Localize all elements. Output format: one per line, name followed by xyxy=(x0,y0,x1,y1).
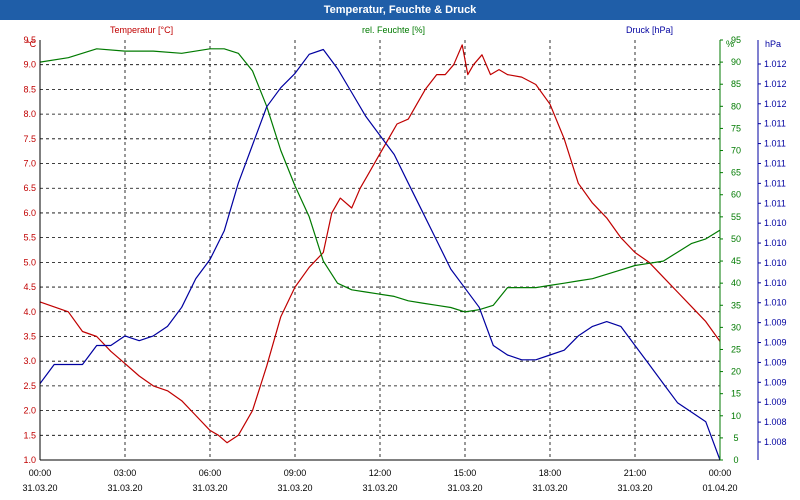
x-tick-date: 31.03.20 xyxy=(362,483,397,493)
temp-tick-label: 8.0 xyxy=(23,109,36,119)
x-tick-time: 15:00 xyxy=(454,468,477,478)
pres-tick-label: 1.010 xyxy=(764,218,787,228)
temp-tick-label: 6.0 xyxy=(23,208,36,218)
x-tick-time: 09:00 xyxy=(284,468,307,478)
legend-pressure: Druck [hPa] xyxy=(626,25,673,35)
legend-humidity: rel. Feuchte [%] xyxy=(362,25,425,35)
x-tick-time: 06:00 xyxy=(199,468,222,478)
pres-tick-label: 1.009 xyxy=(764,318,787,328)
temp-tick-label: 1.5 xyxy=(23,430,36,440)
hum-tick-label: 60 xyxy=(731,190,741,200)
temp-tick-label: 3.5 xyxy=(23,331,36,341)
pres-tick-label: 1.008 xyxy=(764,417,787,427)
pres-tick-label: 1.011 xyxy=(764,198,786,208)
pres-tick-label: 1.009 xyxy=(764,338,787,348)
x-tick-date: 31.03.20 xyxy=(192,483,227,493)
hum-tick-label: 15 xyxy=(731,389,741,399)
hum-tick-label: 25 xyxy=(731,344,741,354)
hum-tick-label: 70 xyxy=(731,146,741,156)
pres-tick-label: 1.008 xyxy=(764,437,787,447)
hum-tick-label: 45 xyxy=(731,256,741,266)
x-tick-time: 21:00 xyxy=(624,468,647,478)
x-tick-date: 31.03.20 xyxy=(107,483,142,493)
temp-tick-label: 1.0 xyxy=(23,455,36,465)
temp-tick-label: 7.0 xyxy=(23,159,36,169)
temp-tick-label: 4.0 xyxy=(23,307,36,317)
temp-tick-label: 2.0 xyxy=(23,406,36,416)
temp-tick-label: 3.0 xyxy=(23,356,36,366)
hum-tick-label: 30 xyxy=(731,322,741,332)
x-tick-date: 31.03.20 xyxy=(617,483,652,493)
temp-tick-label: 6.5 xyxy=(23,183,36,193)
hum-tick-label: 95 xyxy=(731,35,741,45)
axis-labels: 00:00 31.03.20 03:00 31.03.20 06:00 31.03.20 0… xyxy=(22,35,786,493)
hum-tick-label: 10 xyxy=(731,411,741,421)
hum-axis-unit: % xyxy=(726,39,734,49)
temp-tick-label: 5.5 xyxy=(23,233,36,243)
x-tick-time: 00:00 xyxy=(29,468,52,478)
pres-tick-label: 1.012 xyxy=(764,59,787,69)
hum-tick-label: 50 xyxy=(731,234,741,244)
hum-tick-label: 65 xyxy=(731,168,741,178)
hum-tick-label: 35 xyxy=(731,300,741,310)
temp-tick-label: 9.5 xyxy=(23,35,36,45)
chart-title: Temperatur, Feuchte & Druck xyxy=(0,0,800,20)
x-tick-time: 18:00 xyxy=(539,468,562,478)
humidity-line xyxy=(39,48,721,313)
temp-tick-label: 8.5 xyxy=(23,84,36,94)
hum-tick-label: 90 xyxy=(731,57,741,67)
x-tick-time: 12:00 xyxy=(369,468,392,478)
hum-tick-label: 55 xyxy=(731,212,741,222)
pres-tick-label: 1.010 xyxy=(764,238,787,248)
temp-tick-label: 7.5 xyxy=(23,134,36,144)
x-tick-date: 01.04.20 xyxy=(702,483,737,493)
pres-tick-label: 1.011 xyxy=(764,158,786,168)
hum-tick-label: 40 xyxy=(731,278,741,288)
hum-tick-label: 80 xyxy=(731,101,741,111)
x-tick-date: 31.03.20 xyxy=(22,483,57,493)
pres-tick-label: 1.009 xyxy=(764,377,787,387)
pres-tick-label: 1.010 xyxy=(764,278,787,288)
pres-tick-label: 1.011 xyxy=(764,139,786,149)
pres-tick-label: 1.010 xyxy=(764,298,787,308)
temp-tick-label: 5.0 xyxy=(23,257,36,267)
temp-tick-label: 2.5 xyxy=(23,381,36,391)
pressure-line xyxy=(39,48,721,461)
hum-tick-label: 0 xyxy=(733,455,738,465)
pres-tick-label: 1.009 xyxy=(764,357,787,367)
x-tick-date: 31.03.20 xyxy=(532,483,567,493)
temperature-line xyxy=(39,44,721,444)
x-tick-date: 31.03.20 xyxy=(447,483,482,493)
hum-tick-label: 75 xyxy=(731,123,741,133)
temp-axis-unit: °C xyxy=(26,39,37,49)
temp-tick-label: 4.5 xyxy=(23,282,36,292)
x-tick-time: 00:00 xyxy=(709,468,732,478)
pres-tick-label: 1.009 xyxy=(764,397,787,407)
hum-tick-label: 20 xyxy=(731,367,741,377)
x-tick-date: 31.03.20 xyxy=(277,483,312,493)
legend-temperature: Temperatur [°C] xyxy=(110,25,173,35)
hum-tick-label: 5 xyxy=(733,433,738,443)
x-tick-time: 03:00 xyxy=(114,468,137,478)
series-layer xyxy=(39,44,721,461)
pres-tick-label: 1.011 xyxy=(764,119,786,129)
grid-lines xyxy=(40,40,720,460)
pres-tick-label: 1.010 xyxy=(764,258,787,268)
pres-tick-label: 1.012 xyxy=(764,99,787,109)
hum-tick-label: 85 xyxy=(731,79,741,89)
temp-tick-label: 9.0 xyxy=(23,60,36,70)
pres-tick-label: 1.012 xyxy=(764,79,787,89)
pres-tick-label: 1.011 xyxy=(764,178,786,188)
pres-axis-unit: hPa xyxy=(765,39,781,49)
